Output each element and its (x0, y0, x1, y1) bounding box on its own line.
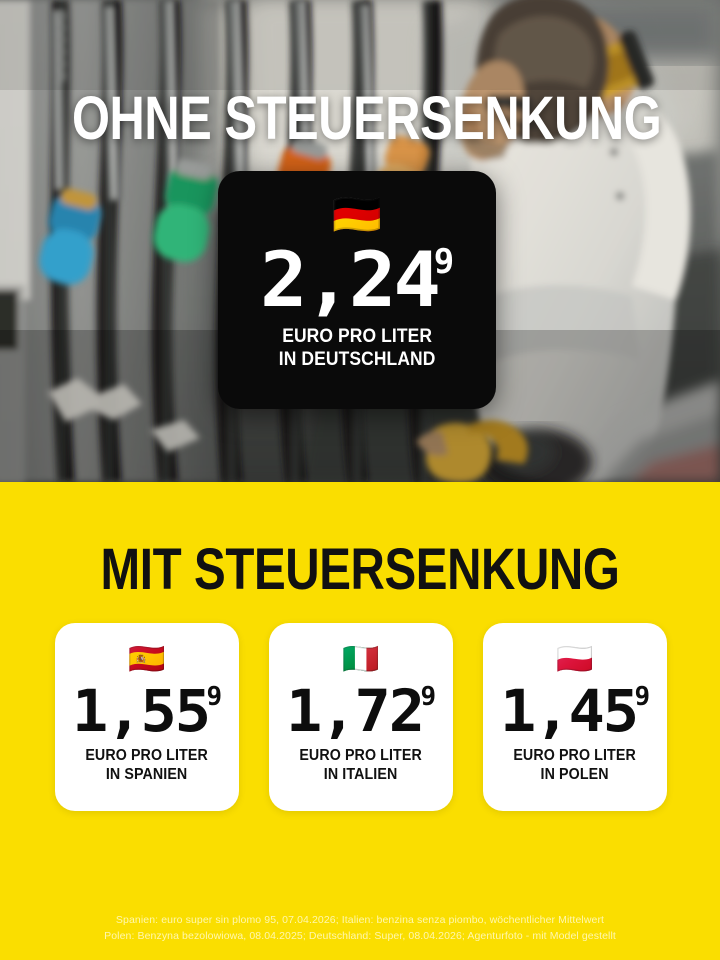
flag-spain-icon: 🇪🇸 (128, 643, 166, 676)
price-spain: 1,55 9 (72, 681, 222, 741)
footnote-line-2: Polen: Benzyna bezolowiowa, 08.04.2025; … (104, 930, 616, 942)
caption-germany: EURO PRO LITER IN DEUTSCHLAND (279, 325, 436, 371)
caption-germany-line2: IN DEUTSCHLAND (278, 349, 436, 370)
footnote: Spanien: euro super sin plomo 95, 07.04.… (0, 912, 720, 944)
caption-spain-line2: IN SPANIEN (106, 766, 188, 783)
caption-poland: EURO PRO LITER IN POLEN (514, 746, 637, 784)
caption-poland-line2: IN POLEN (540, 766, 610, 783)
price-germany-value: 2,24 (259, 235, 441, 324)
headline-mit-steuersenkung: MIT STEUERSENKUNG (100, 537, 620, 602)
headline-ohne-steuersenkung: OHNE STEUERSENKUNG (72, 84, 662, 152)
yellow-section: MIT STEUERSENKUNG 🇪🇸 1,55 9 EURO PRO LIT… (0, 482, 720, 960)
hero-photo: OHNE STEUERSENKUNG 🇩🇪 2,24 9 EURO PRO LI… (0, 0, 720, 482)
price-card-poland: 🇵🇱 1,45 9 EURO PRO LITER IN POLEN (483, 623, 667, 811)
price-italy-value: 1,72 (285, 677, 425, 745)
price-germany: 2,24 9 (260, 241, 455, 319)
price-poland-superscript: 9 (634, 682, 651, 712)
price-poland-value: 1,45 (499, 677, 639, 745)
flag-italy-icon: 🇮🇹 (342, 643, 380, 676)
price-card-italy: 🇮🇹 1,72 9 EURO PRO LITER IN ITALIEN (269, 623, 453, 811)
footnote-line-1: Spanien: euro super sin plomo 95, 07.04.… (115, 914, 605, 926)
flag-poland-icon: 🇵🇱 (556, 643, 594, 676)
caption-spain: EURO PRO LITER IN SPANIEN (86, 746, 209, 784)
caption-germany-line1: EURO PRO LITER (282, 326, 432, 347)
caption-poland-line1: EURO PRO LITER (513, 747, 637, 764)
price-card-spain: 🇪🇸 1,55 9 EURO PRO LITER IN SPANIEN (55, 623, 239, 811)
flag-germany-icon: 🇩🇪 (332, 193, 382, 237)
price-cards-row: 🇪🇸 1,55 9 EURO PRO LITER IN SPANIEN 🇮🇹 1… (55, 623, 667, 811)
price-italy: 1,72 9 (286, 681, 436, 741)
caption-italy-line2: IN ITALIEN (324, 766, 398, 783)
price-spain-value: 1,55 (71, 677, 211, 745)
price-card-germany: 🇩🇪 2,24 9 EURO PRO LITER IN DEUTSCHLAND (218, 171, 496, 409)
price-poland: 1,45 9 (500, 681, 650, 741)
caption-italy: EURO PRO LITER IN ITALIEN (300, 746, 423, 784)
price-germany-superscript: 9 (433, 242, 455, 282)
price-spain-superscript: 9 (206, 682, 223, 712)
price-italy-superscript: 9 (420, 682, 437, 712)
caption-spain-line1: EURO PRO LITER (85, 747, 209, 764)
caption-italy-line1: EURO PRO LITER (299, 747, 423, 764)
